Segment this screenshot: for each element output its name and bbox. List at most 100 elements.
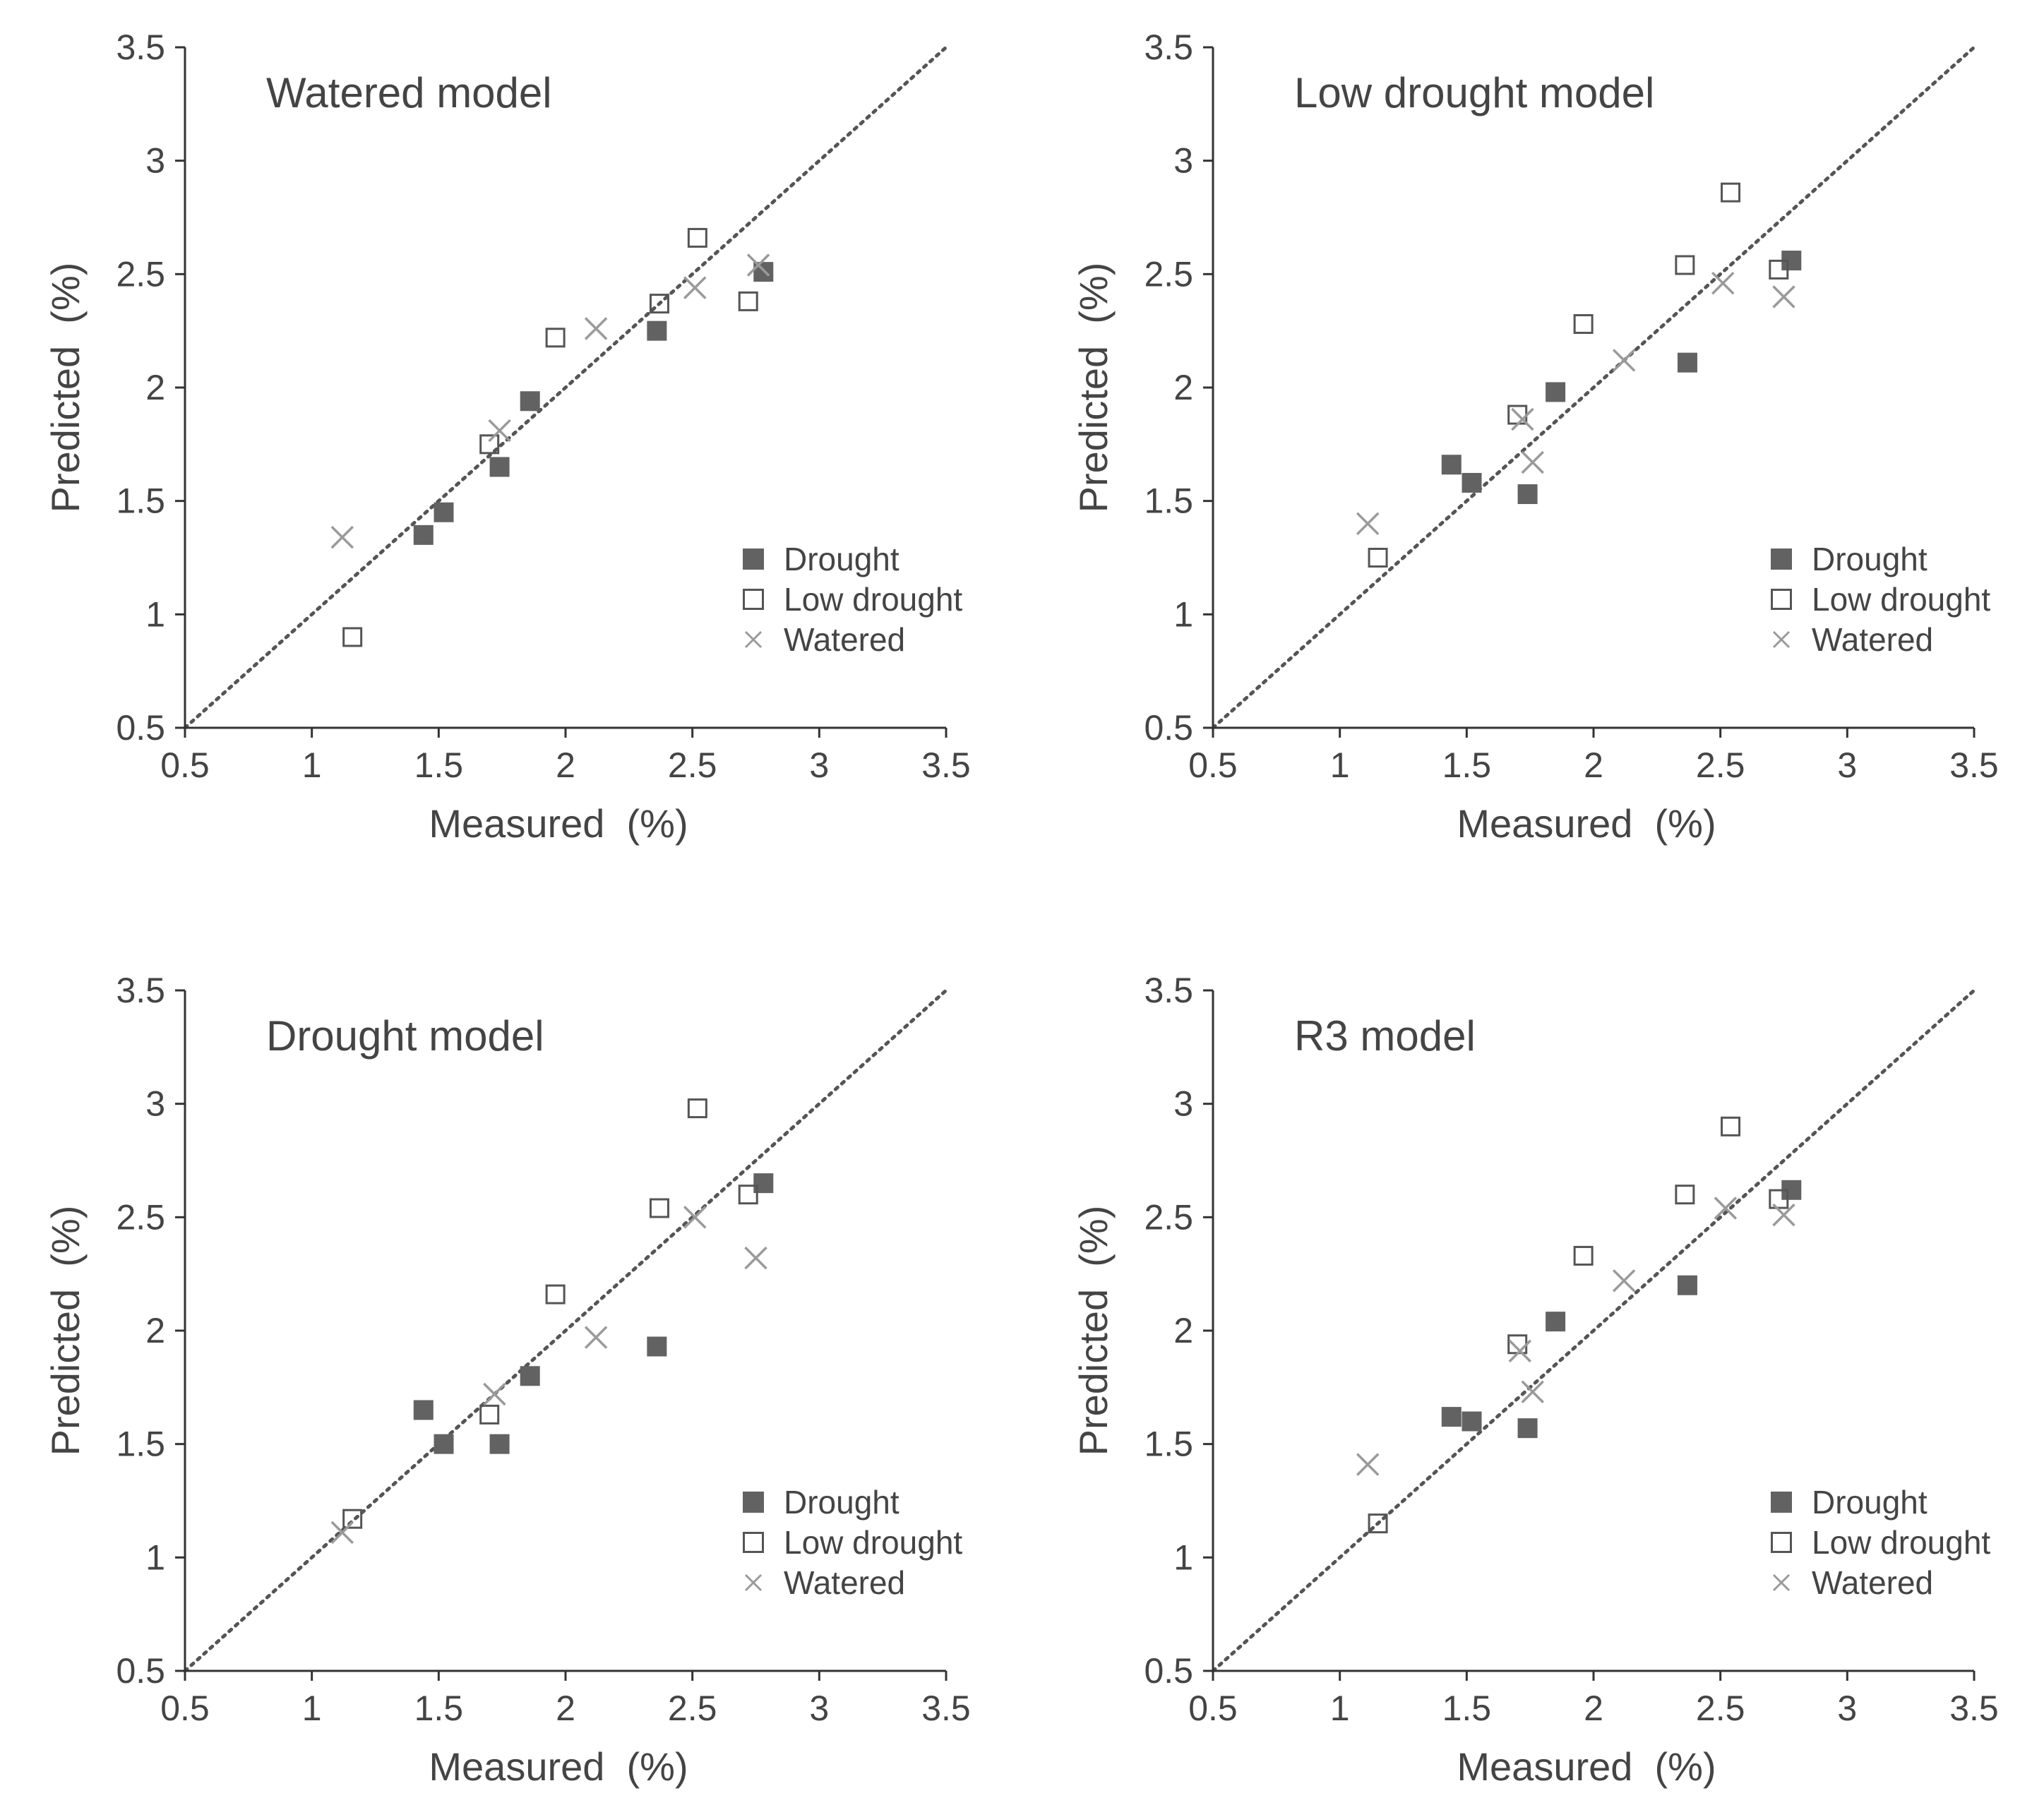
y-tick-label: 3.5 <box>116 971 165 1010</box>
watered-point-stroke-b <box>584 317 608 340</box>
drought-point <box>1462 472 1482 493</box>
x-tick-label: 2.5 <box>1696 1689 1745 1728</box>
y-tick-label: 2 <box>145 368 165 407</box>
low-drought-point <box>649 1198 669 1218</box>
y-tick-label: 0.5 <box>1144 708 1193 748</box>
drought-point <box>1546 1312 1566 1332</box>
y-tick-label: 2 <box>1173 368 1193 407</box>
reference-line <box>183 45 948 730</box>
drought-point <box>1677 1275 1697 1295</box>
legend-label: Low drought <box>1812 581 1990 618</box>
watered-point <box>584 1326 608 1349</box>
legend-item: Low drought <box>743 581 962 618</box>
low-drought-point <box>545 328 566 348</box>
watered-point-stroke-b <box>330 525 354 549</box>
legend-item: Watered <box>744 1564 905 1601</box>
drought-point <box>1546 382 1566 402</box>
watered-point <box>744 1246 767 1270</box>
legend-item: Low drought <box>1771 581 1990 618</box>
series-watered <box>330 253 770 549</box>
low-drought-point <box>1721 1116 1741 1137</box>
x-tick-label: 1 <box>302 1689 322 1728</box>
drought-point <box>647 1336 667 1357</box>
low-drought-point <box>1368 548 1388 568</box>
panel-title: Low drought model <box>1294 69 1654 116</box>
y-tick-label: 3 <box>145 1084 165 1124</box>
y-tick-label: 1 <box>145 1537 165 1577</box>
drought-point <box>413 1400 434 1420</box>
drought-point <box>413 524 434 545</box>
watered-point <box>1508 1339 1532 1363</box>
watered-point-stroke-b <box>683 1206 707 1229</box>
series-drought <box>413 1173 774 1454</box>
watered-point-stroke-b <box>744 1246 767 1270</box>
y-tick-label: 2 <box>145 1311 165 1350</box>
y-tick-label: 2.5 <box>116 1197 165 1237</box>
chart-panel-2: 0.5 1 1.5 2 2.5 3 3.5 0.5 1 1.5 2 2.5 3 3.5 Measured (… <box>1071 28 1999 846</box>
watered-point <box>746 253 770 277</box>
x-tick-label: 0.5 <box>160 1689 210 1728</box>
x-tick-label: 1 <box>1330 745 1350 785</box>
drought-point <box>1677 352 1697 373</box>
legend-watered-icon-b <box>1772 1573 1791 1592</box>
x-tick-label: 0.5 <box>1188 745 1238 785</box>
y-tick-label: 3.5 <box>1144 971 1193 1010</box>
y-axis-title: Predicted (%) <box>1071 1206 1116 1456</box>
legend-label: Watered <box>1812 621 1933 658</box>
watered-point <box>1521 1380 1544 1403</box>
low-drought-point <box>687 227 707 248</box>
watered-point <box>1714 1197 1738 1220</box>
legend-label: Watered <box>784 621 905 658</box>
y-tick-label: 2 <box>1173 1311 1193 1350</box>
watered-point-stroke-b <box>746 253 770 277</box>
watered-point-stroke-b <box>1356 512 1380 536</box>
low-drought-point <box>687 1098 707 1119</box>
series-drought <box>1441 1180 1802 1439</box>
watered-point-stroke-b <box>483 1382 506 1406</box>
watered-point-stroke-b <box>1521 1380 1544 1403</box>
drought-point <box>1441 1407 1462 1427</box>
x-tick-label: 3 <box>809 1689 829 1728</box>
y-tick-label: 3 <box>1173 141 1193 181</box>
watered-point-stroke-b <box>1772 285 1795 308</box>
legend-low-drought-icon <box>1771 589 1792 610</box>
legend-item: Drought <box>743 1484 900 1521</box>
chart-panel-3: 0.5 1 1.5 2 2.5 3 3.5 0.5 1 1.5 2 2.5 3 3.5 Measured (… <box>43 971 971 1789</box>
legend-item: Drought <box>1771 541 1928 577</box>
legend-item: Low drought <box>743 1524 962 1561</box>
legend-low-drought-icon <box>743 589 764 610</box>
y-tick-label: 0.5 <box>1144 1651 1193 1691</box>
legend-label: Watered <box>784 1564 905 1601</box>
legend-label: Drought <box>1812 541 1928 577</box>
panel-title: Drought model <box>266 1012 544 1060</box>
watered-point-stroke-b <box>1612 1269 1636 1293</box>
low-drought-point <box>738 291 758 311</box>
watered-point <box>488 419 511 443</box>
legend-watered-icon <box>744 630 763 649</box>
x-tick-label: 2.5 <box>1696 745 1745 785</box>
low-drought-point <box>342 627 363 647</box>
watered-point <box>1511 407 1534 431</box>
reference-line <box>183 988 948 1673</box>
series-watered <box>330 1206 767 1545</box>
drought-point <box>434 1434 454 1454</box>
x-tick-label: 3 <box>1837 1689 1857 1728</box>
x-tick-label: 0.5 <box>1188 1689 1238 1728</box>
legend-item: Low drought <box>1771 1524 1990 1561</box>
watered-point-stroke-b <box>1772 1203 1795 1227</box>
watered-point <box>1356 512 1380 536</box>
watered-point-stroke-b <box>1711 271 1735 295</box>
y-tick-label: 2.5 <box>1144 1197 1193 1237</box>
y-tick-label: 1 <box>1173 594 1193 634</box>
watered-point <box>1711 271 1735 295</box>
low-drought-point <box>649 294 669 314</box>
x-tick-label: 1.5 <box>1442 1689 1492 1728</box>
watered-point <box>1772 1203 1795 1227</box>
drought-point <box>434 502 454 522</box>
watered-point-stroke-b <box>488 419 511 443</box>
drought-point <box>520 391 540 412</box>
x-tick-label: 3.5 <box>1949 1689 1999 1728</box>
